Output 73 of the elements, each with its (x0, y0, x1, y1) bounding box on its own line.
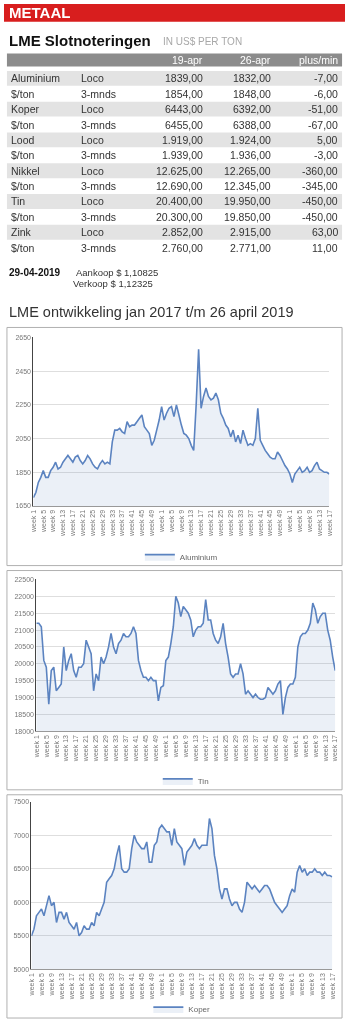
text: -450,00 (302, 211, 338, 223)
text: Loco (81, 226, 104, 238)
text: 1.924,00 (230, 134, 272, 146)
text: 1.936,00 (230, 149, 272, 161)
text: $/ton (11, 149, 35, 161)
text: IN US$ PER TON (163, 36, 243, 47)
text: $/ton (11, 119, 35, 131)
legend-label: Tin (197, 777, 209, 786)
text: $/ton (11, 242, 35, 254)
text: 19-apr (172, 54, 203, 66)
text: 1848,00 (233, 88, 272, 100)
text: 19.850,00 (224, 211, 271, 223)
text: 3-mnds (81, 180, 117, 192)
text: 29-04-2019 (9, 267, 61, 278)
text: plus/min (299, 54, 339, 66)
text: Tin (11, 195, 26, 207)
legend-label: Koper (188, 1005, 211, 1015)
text: 1.939,00 (162, 149, 204, 161)
text: Loco (81, 165, 104, 177)
chart-title: LME ontwikkeling jan 2017 t/m 26 april 2019 (9, 304, 294, 320)
text: Loco (81, 195, 104, 207)
text: LME Slotnoteringen (9, 32, 151, 49)
text: Aluminium (11, 72, 61, 84)
text: Zink (11, 226, 32, 238)
text: 5,00 (317, 134, 338, 146)
text: Lood (11, 134, 35, 146)
text: $/ton (11, 180, 35, 192)
legend-label: Aluminium (179, 552, 218, 562)
text: -6,00 (314, 88, 339, 100)
text: 6392,00 (233, 103, 272, 115)
text: -450,00 (302, 195, 338, 207)
text: 12.625,00 (156, 165, 203, 177)
text: 3-mnds (81, 242, 117, 254)
text: Koper (11, 103, 40, 115)
text: 3-mnds (81, 149, 117, 161)
text: -345,00 (302, 180, 338, 192)
text: $/ton (11, 211, 35, 223)
text: 6455,00 (165, 119, 204, 131)
text: 1839,00 (165, 72, 204, 84)
text: METAAL (9, 4, 71, 21)
text: 2.760,00 (162, 242, 204, 254)
text: 20.400,00 (156, 195, 203, 207)
text: 1.919,00 (162, 134, 204, 146)
text: 6388,00 (233, 119, 272, 131)
text: 1832,00 (233, 72, 272, 84)
text: Nikkel (11, 165, 40, 177)
text: 3-mnds (81, 119, 117, 131)
text: 19.950,00 (224, 195, 271, 207)
text: 1854,00 (165, 88, 204, 100)
text: 26-apr (240, 54, 271, 66)
text: 3-mnds (81, 88, 117, 100)
text: -67,00 (308, 119, 338, 131)
text: 12.345,00 (224, 180, 271, 192)
text: -3,00 (314, 149, 339, 161)
text: 2.771,00 (230, 242, 272, 254)
text: -51,00 (308, 103, 338, 115)
text: 3-mnds (81, 211, 117, 223)
text: 11,00 (312, 242, 338, 254)
text: 2.915,00 (230, 226, 272, 238)
text: 12.690,00 (156, 180, 203, 192)
text: Loco (81, 72, 104, 84)
text: 63,00 (312, 226, 339, 238)
text: Loco (81, 134, 104, 146)
text: 2.852,00 (162, 226, 204, 238)
text: -360,00 (302, 165, 338, 177)
text: Loco (81, 103, 104, 115)
text: 20.300,00 (156, 211, 203, 223)
text: $/ton (11, 88, 35, 100)
text: 6443,00 (165, 103, 204, 115)
text: 12.265,00 (224, 165, 271, 177)
text: -7,00 (314, 72, 339, 84)
text: Aankoop $ 1,10825 (76, 267, 159, 278)
text: Verkoop $ 1,12325 (73, 278, 153, 289)
